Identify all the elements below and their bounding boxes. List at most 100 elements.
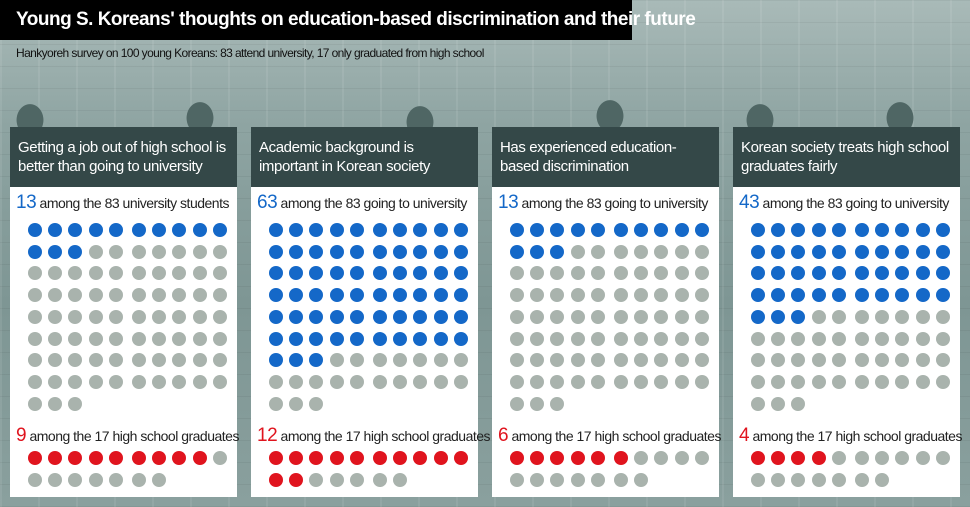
university-dot-empty <box>192 331 207 346</box>
university-dot-empty <box>152 309 167 324</box>
university-dot-empty <box>791 353 806 368</box>
university-dot-empty <box>172 374 187 389</box>
university-dot-filled <box>349 331 364 346</box>
university-dot-empty <box>771 374 786 389</box>
university-dot-empty <box>791 374 806 389</box>
university-dot-filled <box>771 309 786 324</box>
university-dot-filled <box>433 244 448 259</box>
university-dot-filled <box>510 244 524 259</box>
university-dot-empty <box>192 353 207 368</box>
university-dot-filled <box>48 223 63 237</box>
high-school-dot-empty <box>132 472 146 487</box>
high-school-value: 9 <box>16 425 27 446</box>
university-dot-empty <box>373 353 387 368</box>
university-dot-empty <box>530 374 545 389</box>
university-dot-empty <box>771 331 786 346</box>
university-dot-filled <box>393 309 408 324</box>
high-school-dot-empty <box>349 472 364 487</box>
high-school-value: 6 <box>498 425 509 446</box>
high-school-dot-filled <box>614 451 628 465</box>
university-dot-empty <box>654 353 669 368</box>
university-dot-filled <box>373 331 387 346</box>
university-dot-filled <box>48 244 63 259</box>
high-school-dot-filled <box>510 451 524 465</box>
university-dot-empty <box>771 353 786 368</box>
university-dot-empty <box>875 309 890 324</box>
university-dot-empty <box>694 353 709 368</box>
university-dot-empty <box>634 331 649 346</box>
high-school-dot-filled <box>393 451 408 465</box>
high-school-dot-filled <box>349 451 364 465</box>
high-school-dot-filled <box>791 451 806 465</box>
university-dot-empty <box>269 396 283 411</box>
university-dot-empty <box>674 331 689 346</box>
university-dot-empty <box>751 353 765 368</box>
high-school-dot-filled <box>570 451 585 465</box>
university-dot-empty <box>915 353 930 368</box>
university-dot-filled <box>413 244 428 259</box>
university-dot-filled <box>329 309 344 324</box>
high-school-dot-empty <box>329 472 344 487</box>
university-dot-empty <box>212 374 227 389</box>
high-school-value: 12 <box>257 425 278 446</box>
high-school-dot-filled <box>269 451 283 465</box>
university-dot-filled <box>895 266 910 281</box>
university-dot-empty <box>674 309 689 324</box>
university-dot-filled <box>550 244 565 259</box>
high-school-dot-filled <box>453 451 468 465</box>
university-dot-filled <box>634 223 649 237</box>
university-dot-empty <box>694 288 709 303</box>
university-dot-filled <box>855 244 869 259</box>
high-school-dot-filled <box>413 451 428 465</box>
university-dot-filled <box>751 223 765 237</box>
high-school-dot-empty <box>530 472 545 487</box>
high-school-dot-filled <box>550 451 565 465</box>
university-dot-empty <box>192 244 207 259</box>
university-dot-empty <box>28 266 42 281</box>
university-dot-empty <box>152 288 167 303</box>
university-dot-empty <box>654 309 669 324</box>
university-dot-empty <box>309 396 324 411</box>
university-dot-empty <box>570 288 585 303</box>
university-dot-filled <box>510 223 524 237</box>
university-text: among the 83 going to university <box>280 195 468 211</box>
university-dot-empty <box>530 266 545 281</box>
university-dot-filled <box>212 223 227 237</box>
university-value: 63 <box>257 192 278 213</box>
university-dot-empty <box>771 396 786 411</box>
university-dot-empty <box>614 288 628 303</box>
university-dot-filled <box>289 288 304 303</box>
university-dot-empty <box>674 288 689 303</box>
university-dot-empty <box>510 396 524 411</box>
university-dot-empty <box>212 331 227 346</box>
university-dot-empty <box>132 288 146 303</box>
university-dot-filled <box>373 223 387 237</box>
university-dot-filled <box>309 223 324 237</box>
university-dot-empty <box>570 309 585 324</box>
university-dot-empty <box>108 374 123 389</box>
university-dot-empty <box>132 266 146 281</box>
university-dot-empty <box>654 288 669 303</box>
university-dot-empty <box>634 266 649 281</box>
university-dot-filled <box>309 331 324 346</box>
university-dot-empty <box>654 374 669 389</box>
university-dot-empty <box>132 244 146 259</box>
high-school-dot-filled <box>771 451 786 465</box>
university-dot-empty <box>192 374 207 389</box>
university-dot-empty <box>614 266 628 281</box>
university-dot-empty <box>634 374 649 389</box>
university-dot-filled <box>393 244 408 259</box>
university-dot-empty <box>152 374 167 389</box>
university-dot-filled <box>349 266 364 281</box>
university-dot-empty <box>132 374 146 389</box>
university-value: 43 <box>739 192 760 213</box>
university-dot-empty <box>108 309 123 324</box>
university-text: among the 83 going to university <box>762 195 950 211</box>
university-dot-empty <box>811 309 826 324</box>
university-dot-empty <box>791 396 806 411</box>
university-dot-empty <box>875 353 890 368</box>
panel-4: Korean society treats high school gradua… <box>733 127 962 497</box>
university-dot-filled <box>875 288 890 303</box>
university-dot-empty <box>935 374 950 389</box>
university-dot-empty <box>570 331 585 346</box>
